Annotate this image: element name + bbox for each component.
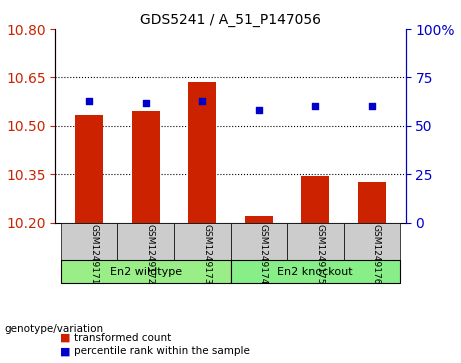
Text: GSM1249173: GSM1249173 <box>202 224 211 285</box>
Text: ■: ■ <box>60 346 71 356</box>
Text: GSM1249172: GSM1249172 <box>146 224 155 285</box>
FancyBboxPatch shape <box>174 223 230 262</box>
Point <box>142 100 149 106</box>
FancyBboxPatch shape <box>118 223 174 262</box>
Text: En2 knockout: En2 knockout <box>278 267 353 277</box>
Bar <box>358 182 386 223</box>
Text: GSM1249175: GSM1249175 <box>315 224 324 285</box>
Title: GDS5241 / A_51_P147056: GDS5241 / A_51_P147056 <box>140 13 321 26</box>
FancyBboxPatch shape <box>230 260 400 283</box>
Text: genotype/variation: genotype/variation <box>5 323 104 334</box>
Point <box>368 103 375 109</box>
Point <box>312 103 319 109</box>
Text: ■: ■ <box>60 333 71 343</box>
Bar <box>75 115 103 223</box>
Point <box>199 98 206 103</box>
FancyBboxPatch shape <box>230 223 287 262</box>
Text: En2 wildtype: En2 wildtype <box>110 267 182 277</box>
FancyBboxPatch shape <box>287 223 343 262</box>
Bar <box>245 216 273 223</box>
FancyBboxPatch shape <box>61 223 118 262</box>
Text: percentile rank within the sample: percentile rank within the sample <box>74 346 250 356</box>
FancyBboxPatch shape <box>61 260 230 283</box>
FancyBboxPatch shape <box>343 223 400 262</box>
Bar <box>301 176 330 223</box>
Text: GSM1249176: GSM1249176 <box>372 224 381 285</box>
Bar <box>131 111 160 223</box>
Text: GSM1249174: GSM1249174 <box>259 224 268 285</box>
Point <box>86 98 93 103</box>
Text: GSM1249171: GSM1249171 <box>89 224 98 285</box>
Text: transformed count: transformed count <box>74 333 171 343</box>
Bar <box>188 82 216 223</box>
Point <box>255 107 262 113</box>
